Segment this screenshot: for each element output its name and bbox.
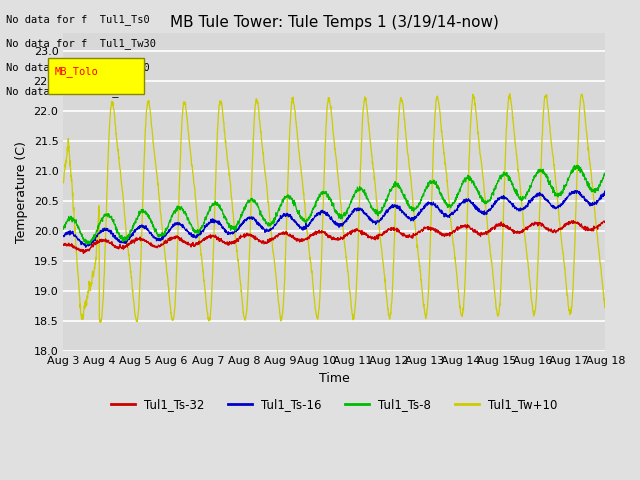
Tul1_Ts-8: [586, 187, 594, 192]
Tul1_Ts-32: [570, 218, 577, 224]
Tul1_Ts-32: [79, 251, 87, 256]
Tul1_Tw+10: [97, 320, 104, 325]
Tul1_Tw+10: [309, 278, 317, 284]
Tul1_Ts-32: [602, 219, 609, 225]
X-axis label: Time: Time: [319, 372, 349, 384]
Tul1_Ts-8: [84, 241, 92, 247]
Tul1_Ts-16: [602, 189, 609, 194]
Tul1_Tw+10: [323, 106, 331, 111]
Tul1_Ts-16: [60, 234, 67, 240]
Line: Tul1_Ts-8: Tul1_Ts-8: [63, 166, 605, 244]
Legend: Tul1_Ts-32, Tul1_Ts-16, Tul1_Ts-8, Tul1_Tw+10: Tul1_Ts-32, Tul1_Ts-16, Tul1_Ts-8, Tul1_…: [106, 393, 562, 415]
Text: No data for f  Ku1_Tw50: No data for f Ku1_Tw50: [6, 62, 150, 73]
Tul1_Ts-8: [60, 227, 67, 232]
Tul1_Ts-16: [586, 201, 594, 207]
Line: Tul1_Ts-16: Tul1_Ts-16: [63, 191, 605, 247]
Tul1_Ts-16: [323, 210, 331, 216]
Tul1_Ts-16: [486, 206, 494, 212]
Tul1_Ts-16: [88, 239, 95, 245]
Tul1_Ts-32: [309, 231, 317, 237]
Tul1_Tw+10: [602, 304, 609, 310]
Tul1_Ts-16: [309, 217, 317, 223]
Tul1_Ts-8: [486, 198, 494, 204]
Tul1_Tw+10: [586, 161, 594, 167]
Tul1_Ts-8: [88, 237, 95, 243]
Tul1_Ts-16: [572, 188, 579, 193]
Tul1_Ts-8: [602, 171, 609, 177]
Tul1_Ts-16: [586, 203, 594, 209]
Line: Tul1_Ts-32: Tul1_Ts-32: [63, 221, 605, 253]
Tul1_Tw+10: [586, 161, 594, 167]
Tul1_Ts-16: [82, 244, 90, 250]
Tul1_Ts-32: [60, 242, 67, 248]
Text: No data for f  Tul1_Ts0: No data for f Tul1_Ts0: [6, 14, 150, 25]
Tul1_Ts-8: [309, 206, 317, 212]
Tul1_Ts-8: [323, 194, 331, 200]
Text: No data for f  Tul1_Tw30: No data for f Tul1_Tw30: [6, 38, 156, 49]
Tul1_Ts-8: [586, 185, 594, 191]
Tul1_Ts-32: [323, 232, 331, 238]
Tul1_Tw+10: [506, 91, 514, 96]
Tul1_Tw+10: [87, 280, 95, 286]
Y-axis label: Temperature (C): Temperature (C): [15, 141, 28, 243]
Title: MB Tule Tower: Tule Temps 1 (3/19/14-now): MB Tule Tower: Tule Temps 1 (3/19/14-now…: [170, 15, 499, 30]
Tul1_Tw+10: [60, 180, 67, 186]
Line: Tul1_Tw+10: Tul1_Tw+10: [63, 94, 605, 323]
Tul1_Ts-32: [486, 227, 494, 233]
Text: MB_Tolo: MB_Tolo: [55, 66, 99, 77]
Tul1_Tw+10: [486, 250, 494, 255]
Tul1_Ts-32: [586, 227, 594, 233]
Tul1_Ts-32: [88, 244, 95, 250]
Tul1_Ts-8: [573, 163, 581, 168]
Text: No data for f  MB_Tolo: No data for f MB_Tolo: [6, 86, 144, 97]
Tul1_Ts-32: [586, 227, 594, 232]
